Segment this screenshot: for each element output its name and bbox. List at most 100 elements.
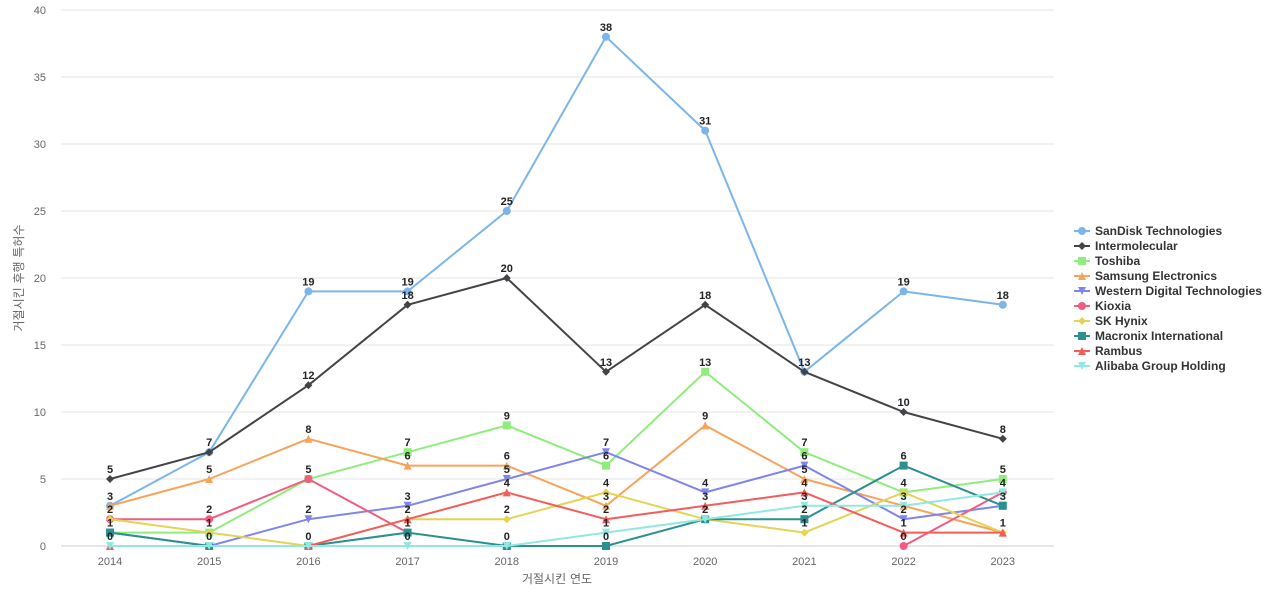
data-point xyxy=(304,542,313,550)
legend-item[interactable]: Intermolecular xyxy=(1074,239,1178,253)
legend-label: Alibaba Group Holding xyxy=(1095,359,1226,373)
data-point xyxy=(899,287,908,296)
y-axis-title: 거절시킨 후행 특허수 xyxy=(11,225,26,332)
legend-item[interactable]: Toshiba xyxy=(1074,254,1140,268)
y-tick-label: 30 xyxy=(34,139,46,151)
data-label: 3 xyxy=(107,491,113,503)
data-label: 1 xyxy=(1000,518,1006,530)
data-label: 4 xyxy=(801,477,808,489)
data-label: 20 xyxy=(501,263,513,275)
data-point xyxy=(800,448,809,457)
legend-label: Toshiba xyxy=(1095,254,1140,268)
series-alibaba-group-holding xyxy=(106,488,1007,550)
data-label: 4 xyxy=(901,477,908,489)
data-point xyxy=(602,448,610,457)
legend-item[interactable]: SanDisk Technologies xyxy=(1074,224,1222,238)
data-point xyxy=(304,434,313,443)
legend-item[interactable]: SK Hynix xyxy=(1074,314,1148,328)
series-line xyxy=(110,370,1003,534)
y-tick-label: 40 xyxy=(34,5,46,17)
data-point xyxy=(899,501,908,510)
legend-marker xyxy=(1078,317,1086,325)
data-label: 2 xyxy=(305,504,311,516)
series-line xyxy=(308,491,1003,547)
data-label: 3 xyxy=(702,491,708,503)
x-tick-label: 2019 xyxy=(594,556,618,568)
legend-item[interactable]: Kioxia xyxy=(1074,299,1131,313)
data-point xyxy=(502,207,511,215)
data-label: 13 xyxy=(798,357,810,369)
data-point xyxy=(998,300,1007,309)
data-point xyxy=(602,461,610,470)
data-point xyxy=(502,274,511,282)
data-label: 3 xyxy=(1000,491,1006,503)
data-point xyxy=(403,542,412,550)
data-point xyxy=(800,528,809,537)
gridlines xyxy=(61,9,1054,547)
data-label: 6 xyxy=(603,451,609,463)
legend-label: Rambus xyxy=(1095,344,1143,358)
data-label: 6 xyxy=(405,451,411,463)
data-label: 2 xyxy=(504,504,510,516)
data-point xyxy=(205,542,214,550)
data-point xyxy=(800,461,809,470)
y-tick-label: 5 xyxy=(40,474,46,486)
series-western-digital-technologies xyxy=(106,448,1007,550)
data-label: 13 xyxy=(600,357,612,369)
x-tick-label: 2021 xyxy=(792,556,816,568)
data-label: 4 xyxy=(504,477,511,489)
legend-item[interactable]: Rambus xyxy=(1074,344,1143,358)
legend-item[interactable]: Western Digital Technologies xyxy=(1074,284,1262,298)
legend-marker xyxy=(1078,362,1086,370)
data-point xyxy=(205,528,214,537)
legend-label: Macronix International xyxy=(1095,329,1223,343)
data-label: 3 xyxy=(603,491,609,503)
series-layer xyxy=(106,32,1007,550)
x-tick-label: 2015 xyxy=(197,556,221,568)
data-label: 2 xyxy=(107,504,113,516)
data-label: 12 xyxy=(302,370,314,382)
data-point xyxy=(403,515,412,524)
data-label: 5 xyxy=(801,464,807,476)
data-label: 2 xyxy=(801,504,807,516)
x-tick-label: 2023 xyxy=(991,556,1015,568)
x-tick-label: 2017 xyxy=(395,556,419,568)
data-point xyxy=(701,488,710,497)
data-point xyxy=(205,515,214,524)
data-point xyxy=(106,475,114,483)
data-label: 8 xyxy=(1000,424,1006,436)
data-point xyxy=(602,542,610,550)
legend-item[interactable]: Macronix International xyxy=(1074,329,1223,343)
data-point xyxy=(304,515,313,524)
data-point xyxy=(502,475,511,483)
data-point xyxy=(304,381,313,390)
y-tick-label: 35 xyxy=(34,72,46,84)
legend-item[interactable]: Alibaba Group Holding xyxy=(1074,359,1226,373)
data-point xyxy=(701,515,710,524)
data-label: 5 xyxy=(107,464,113,476)
data-label: 18 xyxy=(997,290,1009,302)
data-label: 8 xyxy=(305,424,311,436)
data-label: 5 xyxy=(504,464,510,476)
data-label: 6 xyxy=(504,451,510,463)
data-point xyxy=(403,528,412,537)
legend-item[interactable]: Samsung Electronics xyxy=(1074,269,1217,283)
y-tick-label: 15 xyxy=(34,340,46,352)
legend-marker xyxy=(1078,272,1086,280)
data-point xyxy=(998,528,1007,537)
data-point xyxy=(304,287,313,296)
data-label: 4 xyxy=(1000,477,1007,489)
data-label: 1 xyxy=(206,518,212,530)
legend: SanDisk TechnologiesIntermolecularToshib… xyxy=(1074,224,1262,373)
data-label: 2 xyxy=(702,504,708,516)
data-point xyxy=(998,501,1007,510)
x-tick-label: 2018 xyxy=(495,556,519,568)
x-tick-label: 2022 xyxy=(891,556,915,568)
data-label: 0 xyxy=(901,531,907,543)
data-point xyxy=(899,408,908,416)
legend-marker xyxy=(1078,302,1086,310)
y-tick-label: 10 xyxy=(34,407,46,419)
data-point xyxy=(701,501,710,510)
legend-marker xyxy=(1078,227,1086,235)
